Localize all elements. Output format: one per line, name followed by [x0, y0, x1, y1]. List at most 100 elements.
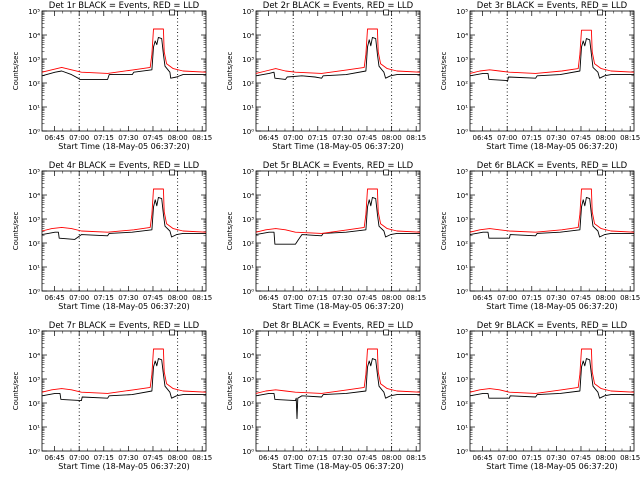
- plot-frame: [469, 10, 635, 132]
- panel-title: Det 6r BLACK = Events, RED = LLD: [477, 161, 628, 171]
- panel-title: Det 5r BLACK = Events, RED = LLD: [263, 161, 414, 171]
- y-tick-label: 10¹: [28, 424, 40, 432]
- series-line-events: [255, 196, 420, 245]
- series-line-lld: [469, 348, 635, 394]
- top-square-marker: [169, 9, 175, 16]
- detector-panel: Det 1r BLACK = Events, RED = LLD 10⁰ 10¹ 10…: [12, 1, 212, 151]
- y-axis-label: Counts/sec: [440, 372, 448, 411]
- y-tick-label: 10⁵: [456, 168, 468, 176]
- series-line-events: [255, 358, 420, 420]
- detector-panel: Det 9r BLACK = Events, RED = LLD 10⁰ 10¹ 10…: [440, 321, 640, 471]
- x-tick-label: 07:15: [94, 134, 114, 142]
- x-tick-label: 07:00: [283, 134, 303, 142]
- x-tick-label: 07:15: [522, 134, 542, 142]
- top-square-marker: [597, 9, 603, 16]
- series-line-events: [41, 196, 206, 240]
- x-tick-label: 07:30: [118, 134, 138, 142]
- plot-frame: [469, 330, 635, 452]
- series-line-lld: [469, 188, 635, 233]
- detector-panel: Det 4r BLACK = Events, RED = LLD 10⁰ 10¹ 10…: [12, 161, 212, 311]
- x-tick-label: 08:00: [595, 294, 615, 302]
- y-axis-label: Counts/sec: [226, 212, 234, 251]
- x-tick-label: 07:15: [522, 454, 542, 462]
- y-tick-label: 10²: [28, 400, 40, 408]
- y-tick-label: 10⁰: [242, 448, 254, 456]
- x-tick-label: 08:00: [381, 294, 401, 302]
- y-tick-label: 10⁴: [242, 192, 254, 200]
- y-tick-label: 10¹: [242, 264, 254, 272]
- x-tick-label: 07:30: [546, 454, 566, 462]
- x-tick-label: 08:15: [620, 454, 640, 462]
- top-square-marker: [383, 329, 389, 336]
- x-tick-label: 07:30: [118, 454, 138, 462]
- y-tick-label: 10²: [456, 80, 468, 88]
- x-tick-label: 07:15: [308, 294, 328, 302]
- x-axis-label: Start Time (18-May-05 06:37:20): [58, 142, 189, 151]
- y-tick-label: 10⁵: [28, 168, 40, 176]
- y-tick-label: 10⁴: [242, 352, 254, 360]
- plot-frame: [41, 10, 207, 132]
- x-tick-label: 07:45: [357, 134, 377, 142]
- x-tick-label: 07:30: [332, 294, 352, 302]
- x-tick-label: 08:00: [595, 134, 615, 142]
- y-axis-label: Counts/sec: [12, 372, 20, 411]
- x-axis-label: Start Time (18-May-05 06:37:20): [272, 302, 403, 311]
- x-tick-label: 07:00: [497, 454, 517, 462]
- y-tick-label: 10²: [28, 80, 40, 88]
- x-tick-label: 07:00: [497, 134, 517, 142]
- x-tick-label: 07:00: [283, 294, 303, 302]
- y-tick-label: 10⁴: [456, 352, 468, 360]
- x-tick-label: 07:30: [546, 134, 566, 142]
- top-square-marker: [169, 169, 175, 176]
- x-tick-label: 08:00: [381, 454, 401, 462]
- x-tick-label: 07:00: [283, 454, 303, 462]
- y-tick-label: 10⁰: [242, 128, 254, 136]
- series-line-events: [469, 196, 634, 239]
- x-tick-label: 07:45: [143, 294, 163, 302]
- x-tick-label: 08:00: [167, 454, 187, 462]
- series-line-events: [469, 38, 634, 82]
- y-tick-label: 10⁴: [242, 32, 254, 40]
- panel-title: Det 9r BLACK = Events, RED = LLD: [477, 321, 628, 331]
- x-tick-label: 08:00: [381, 134, 401, 142]
- x-tick-label: 07:45: [143, 134, 163, 142]
- y-tick-label: 10¹: [456, 424, 468, 432]
- plot-frame: [255, 10, 421, 132]
- y-tick-label: 10⁴: [28, 192, 40, 200]
- y-tick-label: 10¹: [242, 424, 254, 432]
- y-tick-label: 10³: [28, 376, 40, 384]
- y-tick-label: 10⁰: [28, 448, 40, 456]
- detector-panel: Det 5r BLACK = Events, RED = LLD 10⁰ 10¹ 10…: [226, 161, 426, 311]
- x-tick-label: 07:15: [94, 454, 114, 462]
- y-tick-label: 10⁰: [456, 288, 468, 296]
- x-tick-label: 06:45: [44, 294, 64, 302]
- panel-title: Det 4r BLACK = Events, RED = LLD: [49, 161, 200, 171]
- y-tick-label: 10²: [456, 400, 468, 408]
- y-tick-label: 10¹: [28, 264, 40, 272]
- series-line-lld: [41, 348, 207, 394]
- x-axis-label: Start Time (18-May-05 06:37:20): [486, 302, 617, 311]
- x-axis-label: Start Time (18-May-05 06:37:20): [272, 462, 403, 471]
- panel-title: Det 3r BLACK = Events, RED = LLD: [477, 1, 628, 11]
- series-line-events: [41, 358, 206, 402]
- x-tick-label: 08:15: [620, 134, 640, 142]
- x-tick-label: 07:15: [308, 134, 328, 142]
- y-tick-label: 10³: [242, 376, 254, 384]
- x-tick-label: 08:15: [192, 454, 212, 462]
- y-axis-label: Counts/sec: [226, 372, 234, 411]
- x-tick-label: 08:00: [595, 454, 615, 462]
- panel-title: Det 7r BLACK = Events, RED = LLD: [49, 321, 200, 331]
- x-tick-label: 07:00: [497, 294, 517, 302]
- y-tick-label: 10⁵: [242, 328, 254, 336]
- panel-title: Det 8r BLACK = Events, RED = LLD: [263, 321, 414, 331]
- x-axis-label: Start Time (18-May-05 06:37:20): [486, 462, 617, 471]
- x-tick-label: 07:45: [357, 454, 377, 462]
- y-tick-label: 10³: [28, 216, 40, 224]
- y-axis-label: Counts/sec: [440, 212, 448, 251]
- x-tick-label: 08:15: [406, 294, 426, 302]
- y-axis-label: Counts/sec: [226, 52, 234, 91]
- y-tick-label: 10³: [456, 216, 468, 224]
- series-line-lld: [255, 28, 421, 74]
- x-tick-label: 07:00: [69, 134, 89, 142]
